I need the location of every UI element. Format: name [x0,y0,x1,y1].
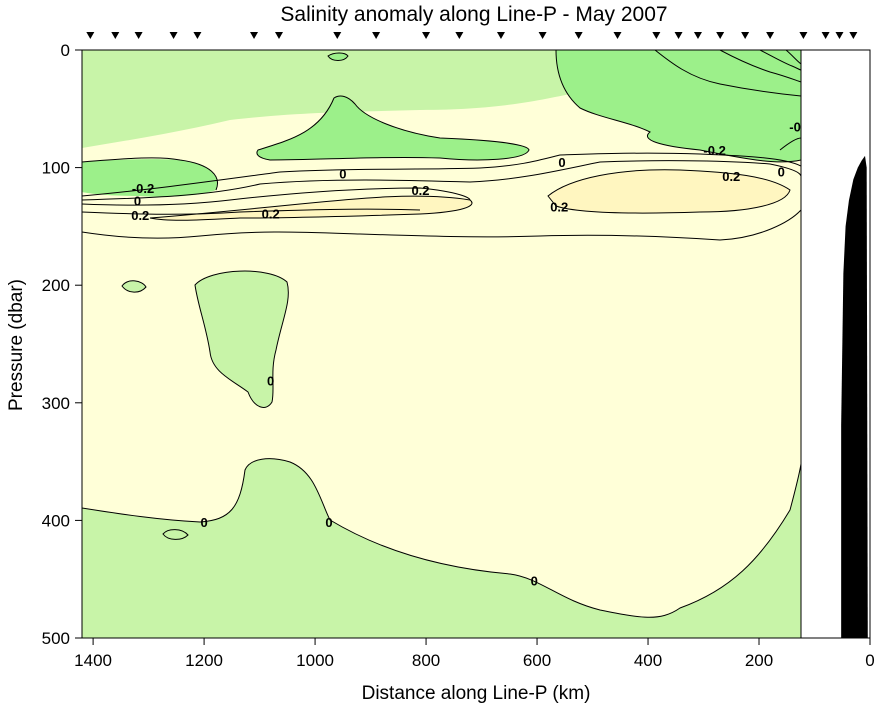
x-tick-label-1: 1200 [185,651,223,670]
contour-lines [82,50,801,618]
contour-label-6: 0 [778,164,785,179]
contour-deep [82,458,801,618]
y-tick-label-0: 0 [61,41,70,60]
contour-east-near-surface-2 [719,50,801,83]
contour-strong-neg-east [555,50,801,163]
region-strong-neg-east [556,50,801,162]
y-tick-label-2: 200 [42,276,70,295]
station-marker-5 [250,32,259,39]
station-marker-8 [372,32,381,39]
contour-label-2: 0.2 [262,207,280,222]
region-strong-neg-west [82,159,218,197]
y-axis-label: Pressure (dbar) [6,279,27,411]
contour-small-2 [162,529,189,540]
station-marker-16 [674,32,683,39]
contour-label-1: 0.2 [411,183,429,198]
contour-label-13: 0 [200,515,207,530]
station-marker-10 [455,32,464,39]
contour-small-1 [121,280,147,293]
contour-label-4: 0.2 [550,200,568,215]
region-0-2-core-west [150,196,472,221]
x-tick-label-4: 600 [523,651,551,670]
station-marker-0 [86,32,95,39]
y-tick-label-4: 400 [42,511,70,530]
station-marker-1 [111,32,120,39]
y-tick-label-3: 300 [42,394,70,413]
contour-label-14: 0 [325,515,332,530]
station-marker-18 [716,32,725,39]
x-tick-label-3: 800 [412,651,440,670]
region-mid-neg [195,271,289,408]
contour-strong-neg-mid [256,95,530,161]
station-marker-23 [835,32,844,39]
x-tick-label-7: 0 [865,651,874,670]
bathymetry-shape [841,155,868,638]
x-tick-label-6: 200 [745,651,773,670]
contour-label-9: -0.2 [132,181,154,196]
station-marker-22 [821,32,830,39]
contour-label-10: 0 [134,194,141,209]
station-marker-13 [574,32,583,39]
contour-east-near-surface-4 [785,50,801,65]
region-0-2-core-east [548,169,790,214]
station-marker-11 [496,32,505,39]
contour-east-near-surface-1 [654,50,801,97]
contour-west-layer-1 [82,152,801,197]
station-marker-24 [849,32,858,39]
y-tick-label-1: 100 [42,159,70,178]
contour-label-15: 0 [531,574,538,589]
contour-label-0: 0 [339,167,346,182]
contour-0-2-core-west [149,195,473,221]
contour-zero-lower [82,209,801,241]
region-small-neg-1 [122,280,146,293]
contour-label-8: -0 [789,120,801,135]
chart-title: Salinity anomaly along Line-P - May 2007 [280,3,667,26]
region-deep-neg [82,458,801,638]
contour-zero-upper [82,157,218,191]
station-marker-19 [741,32,750,39]
station-marker-4 [193,32,202,39]
contour-0-2-core-east [547,169,791,214]
station-marker-14 [613,32,622,39]
x-axis-label: Distance along Line-P (km) [362,683,591,704]
station-marker-21 [799,32,808,39]
contour-label-11: 0.2 [131,208,149,223]
contour-label-12: 0 [267,374,274,389]
contour-east-near-surface-3 [759,50,801,71]
contour-labels: 00.20.200.20.2 0-0.2-0-0.200.200 00 [131,120,801,589]
region-strong-neg-mid [256,96,529,160]
station-markers [86,32,858,39]
contour-west-layer-3 [82,187,471,206]
station-marker-12 [538,32,547,39]
region-small-neg-2 [163,529,188,540]
contour-label-7: -0.2 [703,143,725,158]
contour-mid-neg [194,270,289,408]
station-marker-17 [693,32,702,39]
x-tick-label-0: 1400 [74,651,112,670]
region-strong-neg-top [328,53,348,61]
station-marker-2 [134,32,143,39]
x-axis: 1400 1200 1000 800 600 400 200 0 [74,638,875,670]
x-tick-label-2: 1000 [296,651,334,670]
contour-strong-neg-top [327,52,349,61]
y-axis: 0 100 200 300 400 500 [42,41,82,648]
plot-frame [81,49,871,639]
contour-label-3: 0 [558,155,565,170]
station-marker-15 [652,32,661,39]
contour-east-neg-edge [779,137,801,151]
x-tick-label-5: 400 [634,651,662,670]
contour-label-5: 0.2 [722,169,740,184]
y-tick-label-5: 500 [42,629,70,648]
contour-west-layer-4 [82,208,421,215]
station-marker-6 [275,32,283,39]
station-marker-9 [422,32,431,39]
station-marker-20 [766,32,775,39]
station-marker-3 [169,32,178,39]
contour-west-layer-2 [82,160,801,201]
station-marker-7 [333,32,342,39]
